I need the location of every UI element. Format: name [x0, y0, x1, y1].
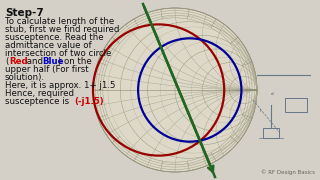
Text: (: (	[5, 57, 8, 66]
Text: solution).: solution).	[5, 73, 45, 82]
Text: © RF Design Basics: © RF Design Basics	[261, 169, 315, 175]
Circle shape	[93, 8, 257, 172]
Text: Here, it is approx. 1+ j1.5: Here, it is approx. 1+ j1.5	[5, 81, 116, 90]
Text: d: d	[271, 92, 273, 96]
Text: susceptence. Read the: susceptence. Read the	[5, 33, 104, 42]
Text: stub, first we find required: stub, first we find required	[5, 25, 119, 34]
Text: Step-7: Step-7	[5, 8, 44, 18]
Text: admittance value of: admittance value of	[5, 41, 92, 50]
Text: intersection of two circle: intersection of two circle	[5, 49, 111, 58]
Text: susceptence is: susceptence is	[5, 97, 72, 106]
Text: Hence, required: Hence, required	[5, 89, 74, 98]
Text: (-j1.5): (-j1.5)	[74, 97, 104, 106]
Text: upper half (For first: upper half (For first	[5, 65, 89, 74]
Text: and: and	[24, 57, 46, 66]
Bar	[263, 128, 279, 138]
Bar	[285, 98, 307, 112]
Text: Blue: Blue	[42, 57, 63, 66]
Text: To calculate length of the: To calculate length of the	[5, 17, 114, 26]
Text: Red: Red	[9, 57, 28, 66]
Text: ) on the: ) on the	[58, 57, 92, 66]
